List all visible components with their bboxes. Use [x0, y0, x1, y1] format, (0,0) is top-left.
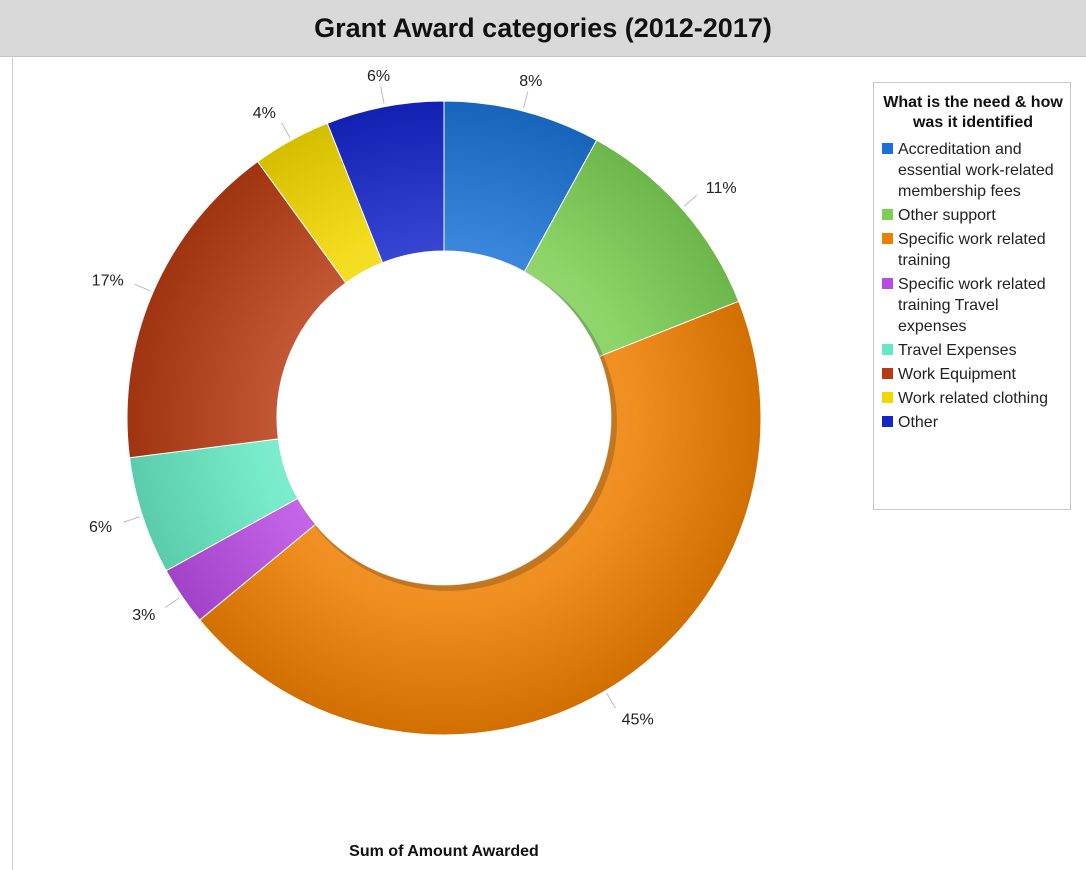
- percent-labels-layer: 8% 11% 45% 3% 6% 17% 4% 6%: [89, 68, 737, 728]
- leader-line-specific-work-related-training-travel-expenses: [164, 597, 180, 608]
- percent-label-travel-expenses: 6%: [89, 519, 112, 536]
- leader-line-work-related-clothing: [281, 122, 291, 138]
- legend-label: Specific work related training: [898, 231, 1046, 269]
- percent-label-specific-work-related-training: 45%: [622, 711, 654, 728]
- percent-label-specific-work-related-training-travel-expenses: 3%: [132, 607, 155, 624]
- legend-swatch: [882, 392, 893, 403]
- legend-item-work-related-clothing[interactable]: Work related clothing: [882, 388, 1064, 409]
- percent-label-other: 6%: [367, 68, 390, 85]
- legend-swatch: [882, 233, 893, 244]
- legend-item-specific-work-related-training[interactable]: Specific work related training: [882, 229, 1064, 271]
- legend-label: Work Equipment: [898, 366, 1016, 383]
- percent-label-work-related-clothing: 4%: [253, 105, 276, 122]
- x-axis-label: Sum of Amount Awarded: [349, 843, 539, 860]
- legend-item-specific-work-related-training-travel-expenses[interactable]: Specific work related training Travel ex…: [882, 274, 1064, 337]
- legend-items: Accreditation and essential work-related…: [882, 139, 1064, 433]
- legend-label: Accreditation and essential work-related…: [898, 141, 1054, 200]
- legend-label: Other: [898, 414, 939, 431]
- frame-left-rule: [12, 56, 13, 870]
- legend-label: Specific work related training Travel ex…: [898, 276, 1046, 335]
- legend-swatch: [882, 143, 893, 154]
- percent-label-accreditation-and-essential-work-related-membership-fees: 8%: [519, 73, 542, 90]
- legend-item-other[interactable]: Other: [882, 412, 1064, 433]
- leader-line-work-equipment: [134, 283, 151, 292]
- legend-swatch: [882, 209, 893, 220]
- legend-item-travel-expenses[interactable]: Travel Expenses: [882, 340, 1064, 361]
- legend-swatch: [882, 344, 893, 355]
- slices-layer: [126, 100, 762, 736]
- legend-item-other-support[interactable]: Other support: [882, 205, 1064, 226]
- legend-item-work-equipment[interactable]: Work Equipment: [882, 364, 1064, 385]
- legend-label: Travel Expenses: [898, 342, 1017, 359]
- leader-line-other-support: [683, 194, 698, 207]
- legend-label: Other support: [898, 207, 996, 224]
- percent-label-other-support: 11%: [706, 180, 737, 197]
- legend-item-accreditation-and-essential-work-related-membership-fees[interactable]: Accreditation and essential work-related…: [882, 139, 1064, 202]
- donut-hole: [277, 251, 611, 585]
- leader-line-travel-expenses: [123, 516, 140, 523]
- legend-swatch: [882, 278, 893, 289]
- chart-title: Grant Award categories (2012-2017): [314, 12, 772, 43]
- leader-line-specific-work-related-training: [606, 693, 616, 709]
- leader-line-accreditation-and-essential-work-related-membership-fees: [523, 91, 529, 109]
- legend-swatch: [882, 416, 893, 427]
- legend-label: Work related clothing: [898, 390, 1048, 407]
- legend-swatch: [882, 368, 893, 379]
- leader-lines-layer: [123, 86, 698, 709]
- legend: What is the need & how was it identified…: [873, 82, 1071, 510]
- percent-label-work-equipment: 17%: [92, 272, 124, 289]
- leader-line-other: [380, 86, 385, 104]
- legend-title: What is the need & how was it identified: [883, 94, 1063, 131]
- title-bar: Grant Award categories (2012-2017): [0, 0, 1086, 57]
